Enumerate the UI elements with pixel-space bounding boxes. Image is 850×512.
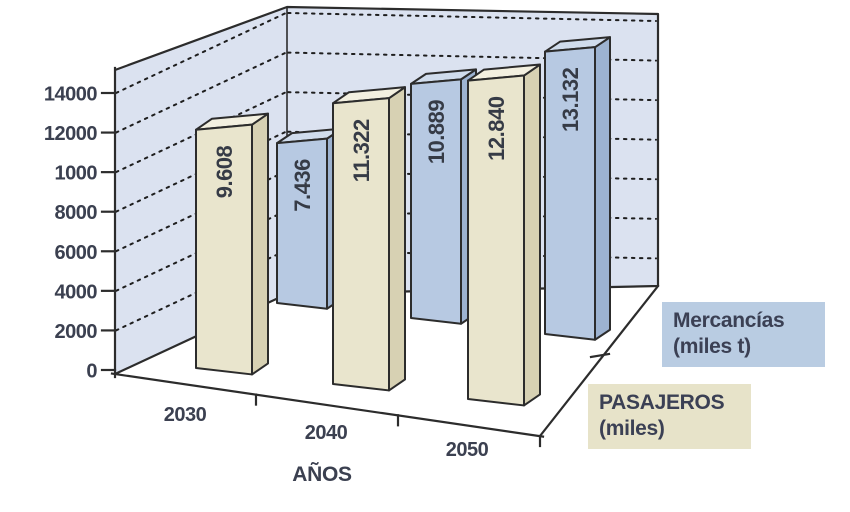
bar-value-label: 9.608 <box>212 145 237 198</box>
x-axis-title: AÑOS <box>292 463 352 486</box>
bar-side-face <box>523 63 541 407</box>
legend-mercancias-unit: (miles t) <box>673 335 751 358</box>
y-tick-label: 8000 <box>55 202 98 224</box>
y-tick-label: 2000 <box>55 321 98 343</box>
y-tick-label: 4000 <box>55 281 98 303</box>
legend-mercancias-label: Mercancías <box>673 309 785 332</box>
bar-back-2040: 10.889 <box>410 68 477 325</box>
bar-back-2050: 13.132 <box>544 36 611 341</box>
gridline-left-wall <box>115 249 287 332</box>
y-tick-label: 6000 <box>55 242 98 264</box>
bar-value-label: 10.889 <box>424 100 449 165</box>
bar-value-label: 7.436 <box>290 159 315 212</box>
gridline-left-wall <box>115 209 287 292</box>
bar-value-label: 12.840 <box>484 96 509 161</box>
gridline-left-wall <box>115 51 287 134</box>
bar-side-face <box>251 112 269 376</box>
bar-front-face <box>467 74 525 407</box>
y-tick-label: 1000 <box>55 163 98 185</box>
chart-bars: 7.436 10.889 13.132 9.608 11.322 12.840 <box>195 36 611 407</box>
x-tick-label: 2050 <box>446 439 489 461</box>
bar-side-face <box>388 86 406 392</box>
chart-axes: 14000 12000 1000 8000 6000 4000 2000 0 2030 2040 2… <box>44 66 660 486</box>
bar-front-face <box>276 137 328 310</box>
legend-mercancias: Mercancías (miles t) <box>662 302 825 367</box>
bar-front-face <box>410 78 462 325</box>
gridline-left-wall <box>115 130 287 213</box>
legend-pasajeros: PASAJEROS (miles) <box>588 384 751 449</box>
legend-pasajeros-unit: (miles) <box>599 417 665 440</box>
y-tick-label: 0 <box>86 360 97 382</box>
bar-front-2040: 11.322 <box>332 86 406 392</box>
bar-front-face <box>195 123 253 376</box>
x-tick-label: 2030 <box>164 404 207 426</box>
legend-pasajeros-label: PASAJEROS <box>599 391 725 414</box>
floor-right-edge <box>538 284 660 438</box>
gridline-left-wall <box>115 12 287 94</box>
gridline-back-wall <box>287 12 657 22</box>
bar-value-label: 13.132 <box>558 67 583 132</box>
bar-front-face <box>544 46 596 341</box>
series-axis-tick <box>589 352 611 359</box>
bar-side-face <box>594 36 611 341</box>
gridline-left-wall <box>115 170 287 253</box>
x-axis-line <box>110 372 545 438</box>
gridline-left-wall <box>115 91 287 174</box>
x-tick-label: 2040 <box>305 422 348 444</box>
bar-front-2050: 12.840 <box>467 63 541 407</box>
bar-front-face <box>332 97 390 392</box>
y-tick-label: 14000 <box>44 84 97 106</box>
bar-front-2030: 9.608 <box>195 112 269 376</box>
bar-value-label: 11.322 <box>349 119 374 182</box>
y-tick-label: 12000 <box>44 123 97 145</box>
